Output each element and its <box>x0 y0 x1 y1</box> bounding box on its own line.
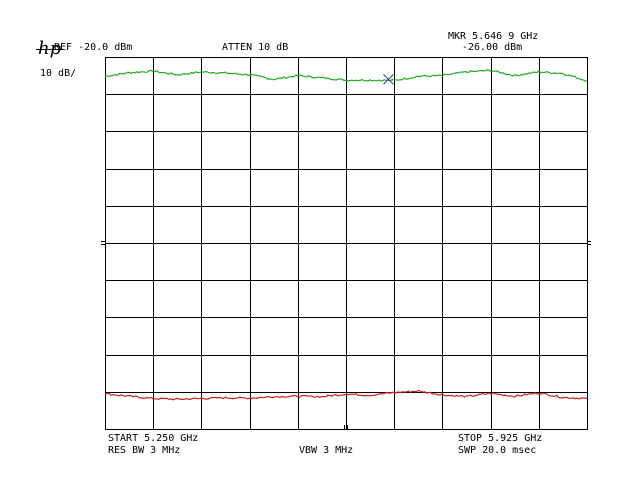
marker-level: -26.00 dBm <box>462 42 523 53</box>
trace-a <box>104 69 588 82</box>
marker-frequency: MKR 5.646 9 GHz <box>448 31 539 42</box>
marker-cross <box>383 73 394 85</box>
video-bandwidth: VBW 3 MHz <box>299 445 354 456</box>
attenuation: ATTEN 10 dB <box>222 42 289 53</box>
start-frequency: START 5.250 GHz <box>108 433 199 444</box>
traces <box>104 69 588 401</box>
marker-layer <box>383 73 394 85</box>
scale-per-division: 10 dB/ <box>40 68 77 79</box>
resolution-bandwidth: RES BW 3 MHz <box>108 445 181 456</box>
sweep-time: SWP 20.0 msec <box>458 445 537 456</box>
graticule <box>101 57 591 430</box>
stop-frequency: STOP 5.925 GHz <box>458 433 543 444</box>
reference-level: REF -20.0 dBm <box>54 42 133 53</box>
hp-logo: hp <box>35 38 64 59</box>
trace-b <box>104 389 588 401</box>
